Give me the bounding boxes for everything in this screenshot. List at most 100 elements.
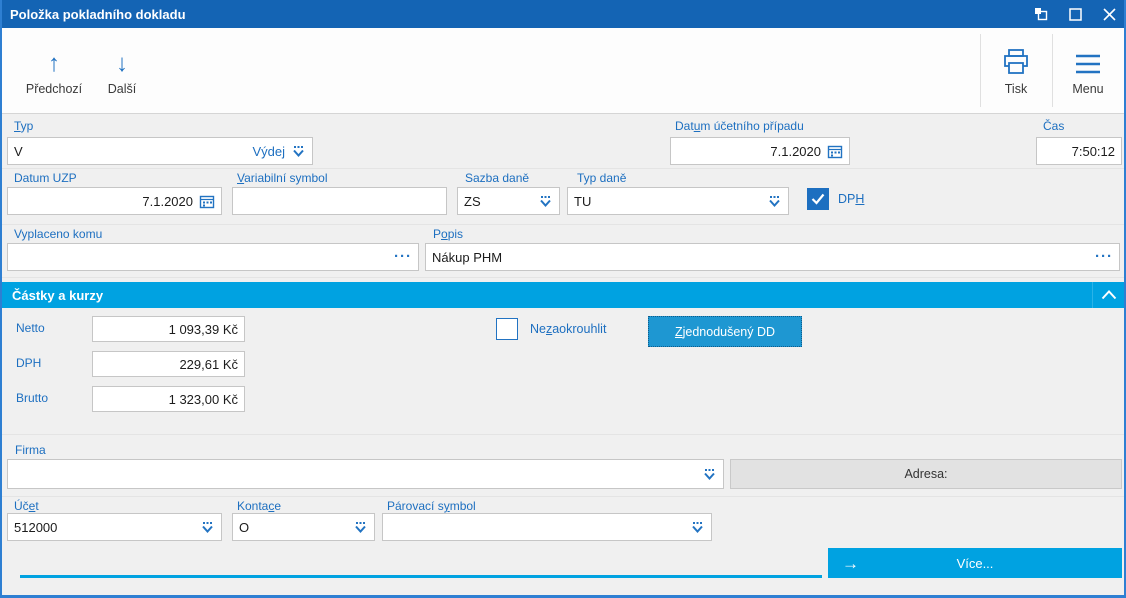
arrow-right-icon: → bbox=[842, 553, 859, 573]
combo-arrow-icon[interactable] bbox=[690, 521, 705, 534]
ucet-label: Účet bbox=[14, 499, 39, 513]
typ-value: V bbox=[14, 143, 23, 159]
menu-button[interactable]: Menu bbox=[1055, 36, 1121, 106]
nezaokrouhlit-checkbox[interactable] bbox=[496, 318, 518, 340]
combo-arrow-icon[interactable] bbox=[767, 195, 782, 208]
datum-uzp-value: 7.1.2020 bbox=[142, 193, 193, 209]
popis-label: Popis bbox=[433, 227, 464, 241]
datum-uzp-label: Datum UZP bbox=[14, 171, 77, 185]
printer-icon bbox=[1004, 49, 1028, 74]
dph-checkbox-label[interactable]: DPH bbox=[838, 192, 865, 206]
window-controls bbox=[1024, 0, 1124, 28]
datum-ucetniho-pripadu-input[interactable]: 7.1.2020 bbox=[670, 137, 850, 165]
toolbar-separator bbox=[1052, 34, 1053, 107]
toolbar: ↑ Předchozí ↓ Další Tisk bbox=[2, 28, 1124, 114]
kontace-input[interactable]: O bbox=[232, 513, 375, 541]
more-button-label: Více... bbox=[956, 555, 994, 571]
close-icon bbox=[1102, 7, 1116, 21]
typ-dane-input[interactable]: TU bbox=[567, 187, 789, 215]
arrow-up-icon: ↑ bbox=[48, 50, 60, 77]
dph-amount-input[interactable]: 229,61 Kč bbox=[92, 351, 245, 377]
variabilni-symbol-label: Variabilní symbol bbox=[237, 171, 328, 185]
sazba-dane-value: ZS bbox=[464, 193, 481, 209]
previous-button[interactable]: ↑ Předchozí bbox=[14, 36, 94, 106]
zjednoduseny-dd-toggle-button[interactable]: Zjednodušený DD bbox=[648, 316, 802, 347]
collapse-section-button[interactable] bbox=[1092, 282, 1124, 308]
section-header-castky-a-kurzy[interactable]: Částky a kurzy bbox=[2, 282, 1124, 308]
netto-input[interactable]: 1 093,39 Kč bbox=[92, 316, 245, 342]
more-options-icon[interactable]: ··· bbox=[394, 248, 412, 265]
datum-uzp-input[interactable]: 7.1.2020 bbox=[7, 187, 222, 215]
previous-button-label: Předchozí bbox=[25, 82, 83, 96]
row-separator bbox=[2, 168, 1124, 169]
popis-input[interactable]: Nákup PHM ··· bbox=[425, 243, 1120, 271]
typ-input[interactable]: V Výdej bbox=[7, 137, 313, 165]
cas-input[interactable]: 7:50:12 bbox=[1036, 137, 1122, 165]
dph-amount-value: 229,61 Kč bbox=[179, 356, 238, 372]
typ-dane-value: TU bbox=[574, 193, 592, 209]
cas-value: 7:50:12 bbox=[1071, 143, 1115, 159]
print-button[interactable]: Tisk bbox=[983, 36, 1049, 106]
sazba-dane-label: Sazba daně bbox=[465, 171, 530, 185]
popis-value: Nákup PHM bbox=[432, 249, 503, 265]
next-button-label: Další bbox=[107, 82, 137, 96]
parovaci-symbol-label: Párovací symbol bbox=[387, 499, 476, 513]
ucet-input[interactable]: 512000 bbox=[7, 513, 222, 541]
netto-value: 1 093,39 Kč bbox=[168, 321, 238, 337]
footer-accent-line bbox=[20, 575, 822, 578]
typ-label: Typ bbox=[14, 119, 34, 133]
row-separator bbox=[2, 496, 1124, 497]
float-window-button[interactable] bbox=[1024, 0, 1058, 28]
parovaci-symbol-input[interactable] bbox=[382, 513, 712, 541]
calendar-icon[interactable] bbox=[199, 194, 215, 209]
row-separator bbox=[2, 224, 1124, 225]
row-separator bbox=[2, 277, 1124, 278]
toolbar-separator bbox=[980, 34, 981, 107]
datum-ucetniho-pripadu-label: Datum účetního případu bbox=[675, 119, 804, 133]
sazba-dane-input[interactable]: ZS bbox=[457, 187, 560, 215]
typ-dane-label: Typ daně bbox=[577, 171, 627, 185]
variabilni-symbol-input[interactable] bbox=[232, 187, 447, 215]
arrow-down-icon: ↓ bbox=[116, 50, 128, 77]
dph-checkbox[interactable] bbox=[807, 188, 829, 210]
kontace-value: O bbox=[239, 519, 250, 535]
combo-arrow-icon[interactable] bbox=[702, 468, 717, 481]
cas-label: Čas bbox=[1043, 119, 1065, 133]
firma-input[interactable] bbox=[7, 459, 724, 489]
next-button[interactable]: ↓ Další bbox=[94, 36, 150, 106]
adresa-panel: Adresa: bbox=[730, 459, 1122, 489]
hamburger-menu-icon bbox=[1076, 54, 1100, 74]
datum-ucetniho-pripadu-value: 7.1.2020 bbox=[770, 143, 821, 159]
maximize-button[interactable] bbox=[1058, 0, 1092, 28]
print-button-label: Tisk bbox=[1004, 82, 1028, 96]
dph-amount-label: DPH bbox=[16, 356, 42, 370]
combo-arrow-icon[interactable] bbox=[200, 521, 215, 534]
check-icon bbox=[811, 193, 825, 205]
combo-arrow-icon[interactable] bbox=[353, 521, 368, 534]
close-button[interactable] bbox=[1092, 0, 1124, 28]
section-title: Částky a kurzy bbox=[12, 287, 104, 303]
more-button[interactable]: → Více... bbox=[828, 548, 1122, 578]
typ-display-value: Výdej bbox=[252, 143, 285, 159]
more-options-icon[interactable]: ··· bbox=[1095, 248, 1113, 265]
row-separator bbox=[2, 434, 1124, 435]
brutto-label: Brutto bbox=[16, 391, 49, 405]
combo-arrow-icon[interactable] bbox=[538, 195, 553, 208]
brutto-value: 1 323,00 Kč bbox=[168, 391, 238, 407]
brutto-input[interactable]: 1 323,00 Kč bbox=[92, 386, 245, 412]
adresa-panel-label: Adresa: bbox=[904, 467, 948, 481]
chevron-up-icon bbox=[1101, 290, 1116, 300]
maximize-icon bbox=[1068, 7, 1082, 21]
title-bar: Položka pokladního dokladu bbox=[2, 0, 1124, 28]
nezaokrouhlit-checkbox-label[interactable]: Nezaokrouhlit bbox=[530, 322, 607, 336]
vyplaceno-komu-input[interactable]: ··· bbox=[7, 243, 419, 271]
zjednoduseny-dd-label: Zjednodušený DD bbox=[674, 324, 776, 339]
menu-button-label: Menu bbox=[1072, 82, 1104, 96]
combo-arrow-icon[interactable] bbox=[291, 145, 306, 158]
window-title: Položka pokladního dokladu bbox=[10, 6, 186, 22]
float-window-icon bbox=[1035, 8, 1048, 21]
firma-label: Firma bbox=[15, 443, 46, 457]
calendar-icon[interactable] bbox=[827, 144, 843, 159]
ucet-value: 512000 bbox=[14, 519, 58, 535]
